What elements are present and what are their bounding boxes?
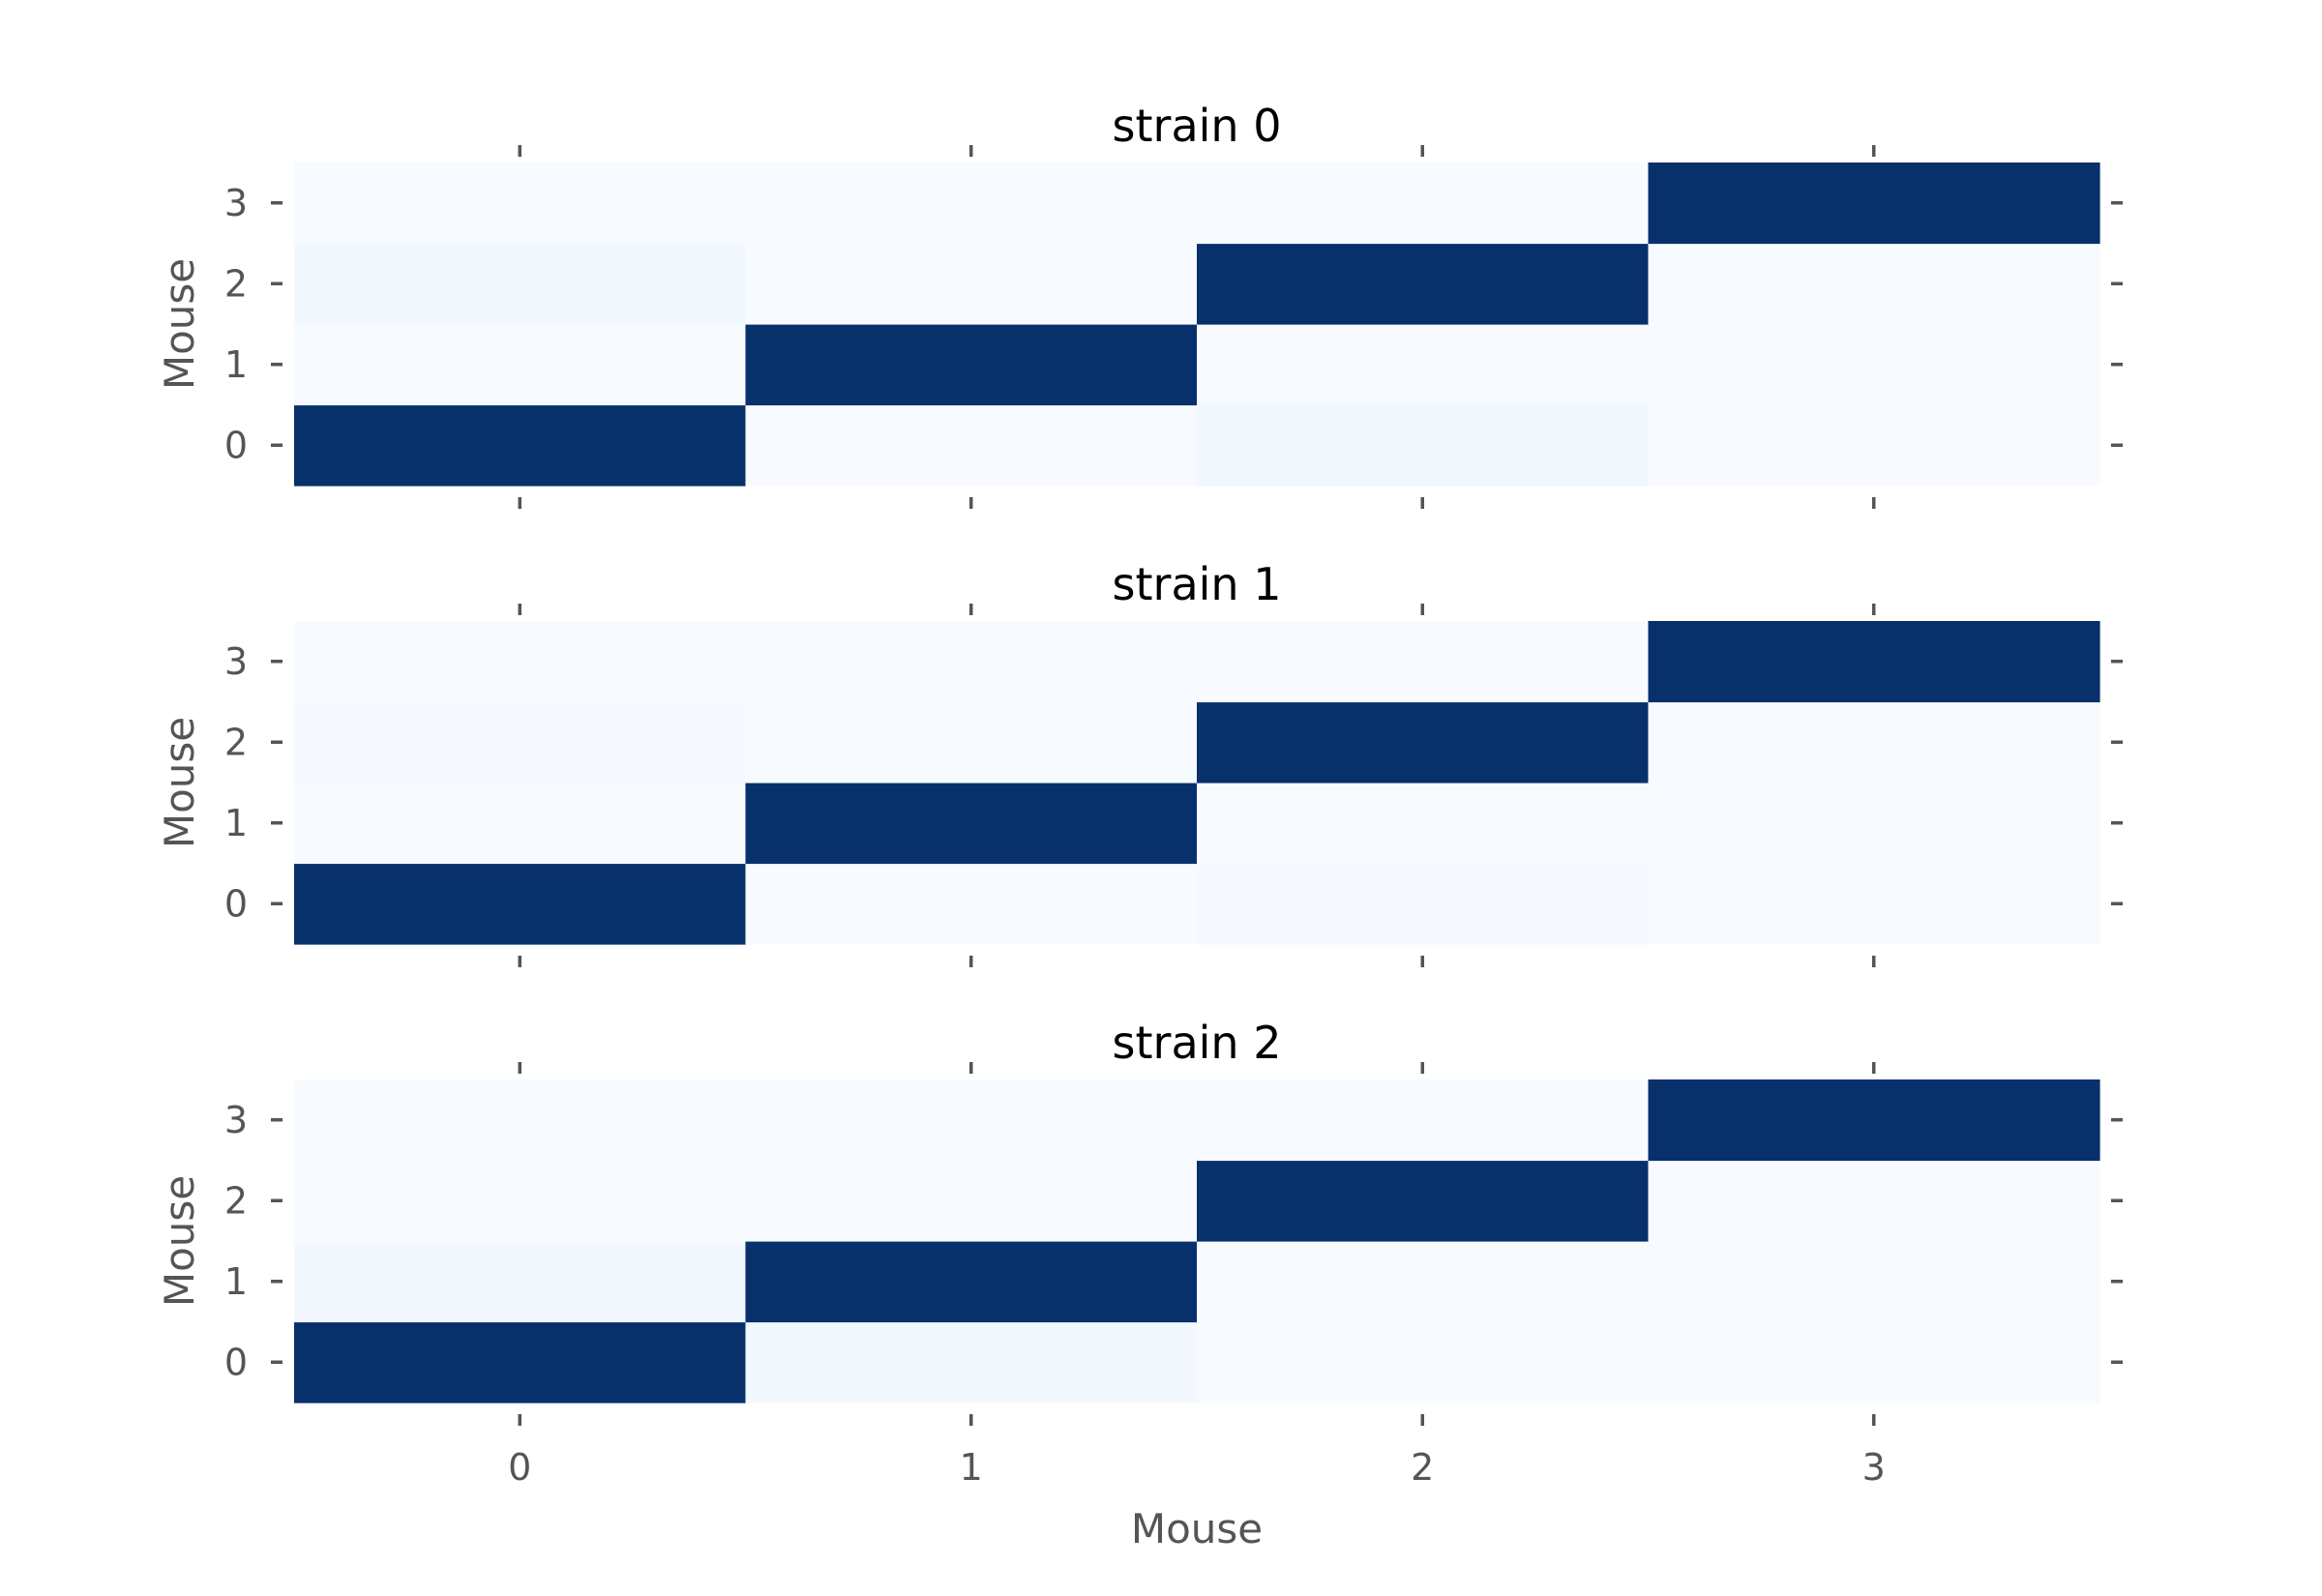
y-tick-label: 2 — [224, 262, 248, 305]
y-tick-label: 1 — [224, 1260, 248, 1303]
heatmap-panels: 0 1 2 3 strain 0 Mouse 0 1 2 3 strain 1 Mouse 0 1 2 3 st… — [156, 100, 2123, 1489]
heatmap-cell — [745, 701, 1198, 783]
y-tick-label: 2 — [224, 721, 248, 763]
heatmap-cell — [1197, 1321, 1650, 1404]
y-tick-label: 0 — [224, 882, 248, 925]
heatmap-cell — [1197, 324, 1650, 406]
y-tick-label: 0 — [224, 1341, 248, 1383]
heatmap-cell — [1648, 1321, 2100, 1404]
y-axis-label: Mouse — [156, 1175, 203, 1307]
heatmap-cell — [1648, 1241, 2100, 1323]
heatmap-cell — [1648, 1160, 2100, 1242]
y-tick-label: 2 — [224, 1179, 248, 1222]
x-axis-label: Mouse — [1131, 1505, 1263, 1552]
heatmap-cell — [1197, 404, 1650, 487]
panel-title: strain 1 — [1113, 558, 1282, 610]
heatmap-cell — [1197, 1079, 1650, 1162]
heatmap-panel: 0 1 2 3 strain 2 Mouse — [156, 1017, 2123, 1426]
heatmap-cell — [294, 324, 747, 406]
heatmap-cell — [294, 1079, 747, 1162]
heatmap-cell — [294, 863, 747, 945]
heatmap-cell — [294, 701, 747, 783]
heatmap-panel: 0 1 2 3 strain 1 Mouse — [156, 558, 2123, 967]
heatmap-cell — [745, 1241, 1198, 1323]
heatmap-cell — [745, 621, 1198, 703]
heatmap-cell — [745, 163, 1198, 245]
heatmap-cell — [745, 783, 1198, 865]
panel-title: strain 0 — [1113, 100, 1282, 152]
heatmap-cell — [294, 404, 747, 487]
heatmap-cell — [745, 324, 1198, 406]
y-tick-label: 1 — [224, 802, 248, 844]
heatmap-cell — [1648, 621, 2100, 703]
y-tick-label: 1 — [224, 343, 248, 386]
heatmap-cell — [294, 163, 747, 245]
y-tick-label: 0 — [224, 424, 248, 466]
heatmap-cell — [1648, 404, 2100, 487]
heatmap-cell — [1648, 324, 2100, 406]
heatmap-cell — [1197, 163, 1650, 245]
heatmap-cell — [1648, 163, 2100, 245]
heatmap-cell — [1197, 1160, 1650, 1242]
heatmap-cell — [1648, 243, 2100, 325]
heatmap-cell — [1648, 863, 2100, 945]
heatmap-cell — [1648, 783, 2100, 865]
heatmap-cell — [1197, 783, 1650, 865]
heatmap-cell — [745, 1160, 1198, 1242]
x-tick-label: 0 — [508, 1446, 531, 1489]
x-tick-label: 1 — [960, 1446, 983, 1489]
y-tick-label: 3 — [224, 1099, 248, 1141]
heatmap-cell — [294, 783, 747, 865]
y-tick-label: 3 — [224, 640, 248, 683]
heatmap-panel: 0 1 2 3 strain 0 Mouse — [156, 100, 2123, 509]
y-tick-label: 3 — [224, 182, 248, 224]
heatmap-cell — [1648, 701, 2100, 783]
heatmap-cell — [745, 243, 1198, 325]
heatmap-cell — [294, 621, 747, 703]
heatmap-cell — [294, 1241, 747, 1323]
heatmap-cell — [1197, 1241, 1650, 1323]
heatmap-cell — [1197, 621, 1650, 703]
y-axis-label: Mouse — [156, 258, 203, 390]
heatmap-cell — [745, 1079, 1198, 1162]
heatmap-cell — [1197, 243, 1650, 325]
heatmap-cell — [745, 1321, 1198, 1404]
heatmap-cell — [1197, 701, 1650, 783]
heatmap-cell — [294, 1160, 747, 1242]
y-axis-label: Mouse — [156, 717, 203, 848]
x-tick-label: 2 — [1411, 1446, 1434, 1489]
heatmap-cell — [1197, 863, 1650, 945]
heatmap-cell — [1648, 1079, 2100, 1162]
panel-title: strain 2 — [1113, 1017, 1282, 1069]
heatmap-cell — [745, 863, 1198, 945]
heatmap-cell — [294, 243, 747, 325]
heatmap-cell — [745, 404, 1198, 487]
x-tick-label: 3 — [1862, 1446, 1886, 1489]
heatmap-cell — [294, 1321, 747, 1404]
